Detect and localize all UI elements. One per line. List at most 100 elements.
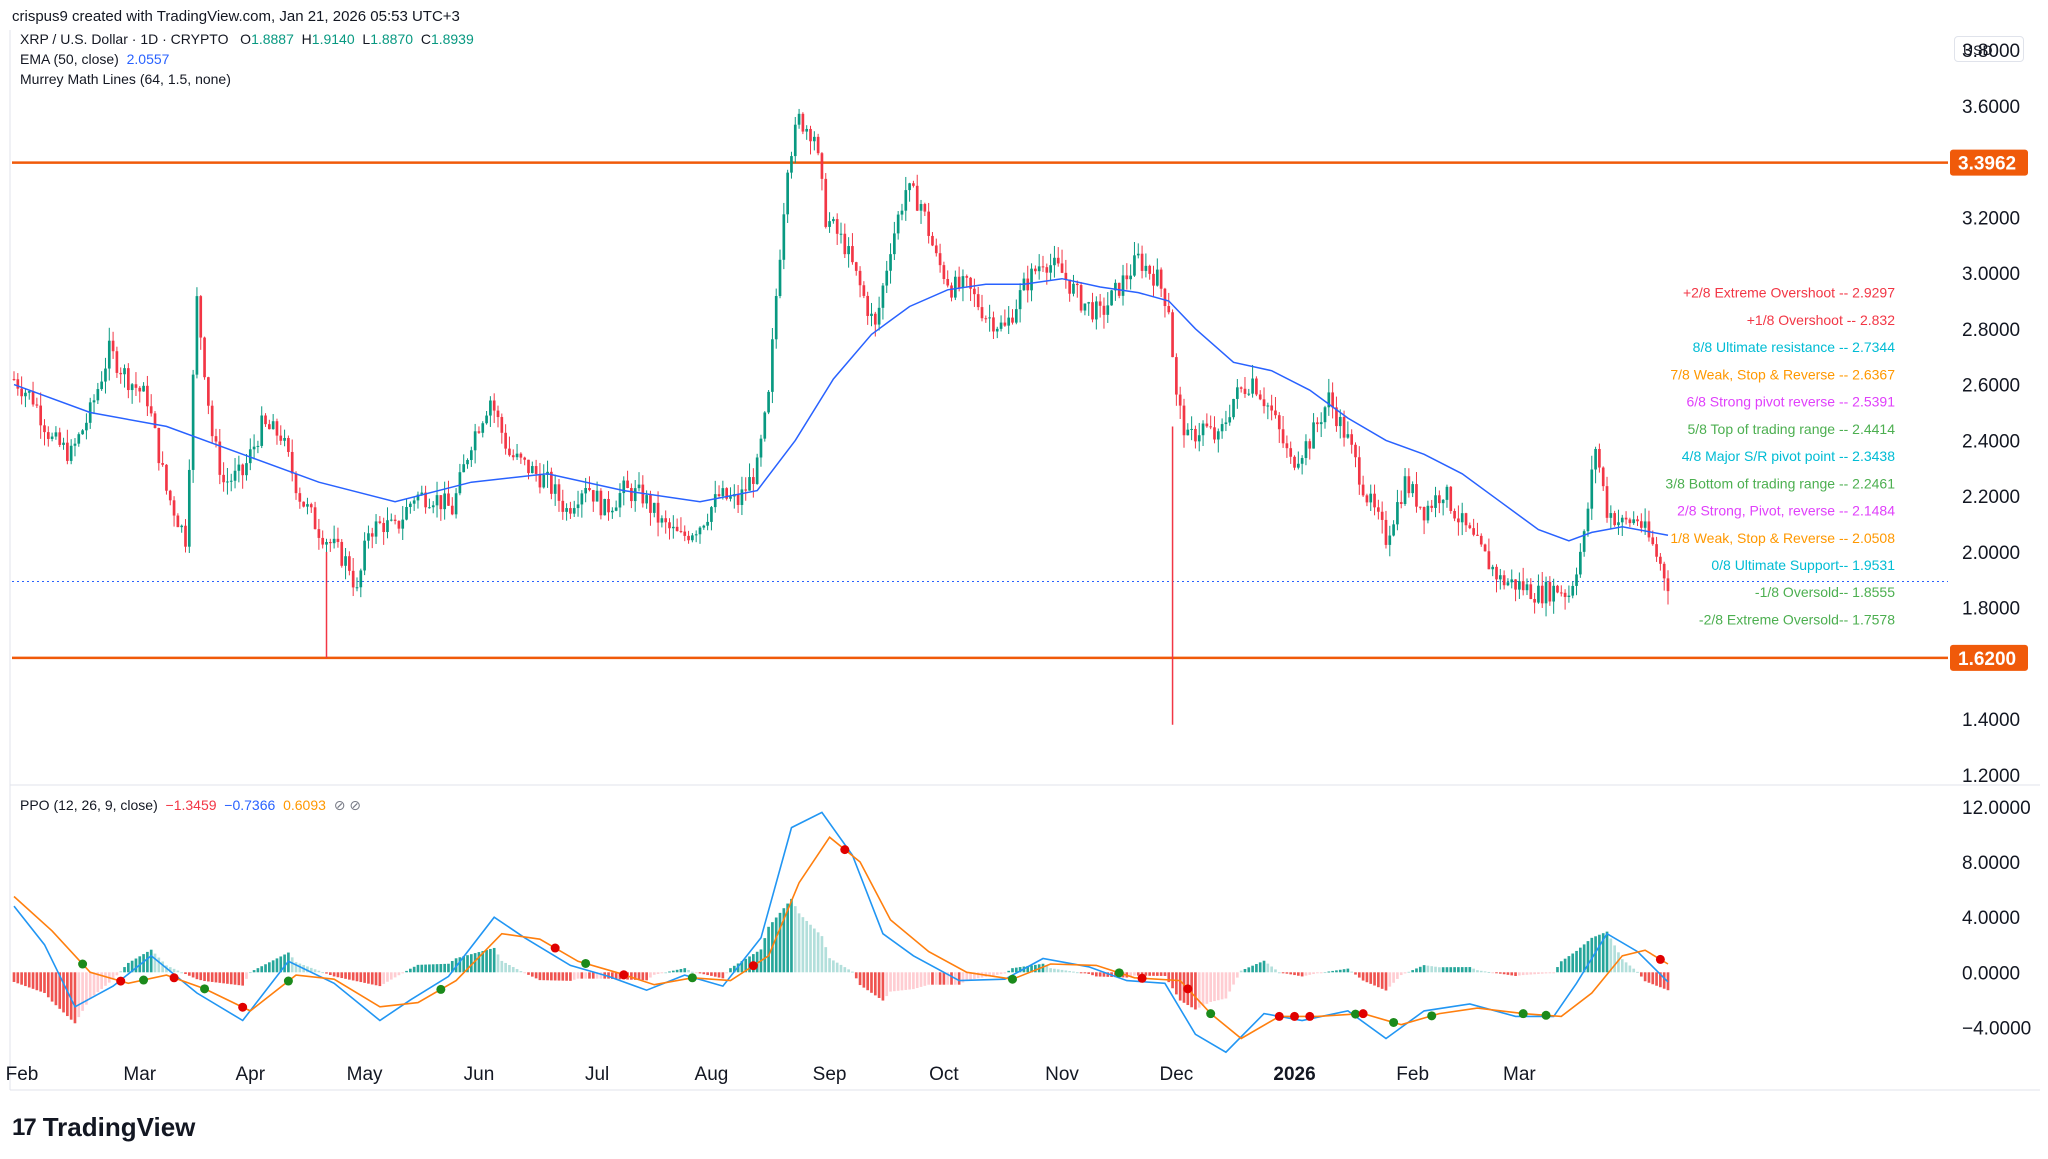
- currency-selector[interactable]: USD: [1954, 36, 2024, 62]
- candle-body: [1270, 405, 1273, 411]
- candle-body: [1552, 585, 1556, 602]
- tradingview-logo[interactable]: 17 TradingView: [12, 1112, 195, 1143]
- ppo-histogram-bar: [683, 968, 687, 973]
- candle-body: [1068, 279, 1071, 294]
- candle-body: [1415, 484, 1418, 507]
- ppo-histogram-bar: [1407, 971, 1411, 973]
- ppo-histogram-bar: [569, 972, 572, 981]
- ppo-histogram-bar: [1102, 972, 1106, 977]
- ppo-histogram-bar: [435, 964, 439, 973]
- candle-body: [447, 493, 450, 506]
- ppo-cross-down-dot: [116, 976, 126, 986]
- candle-body: [976, 294, 980, 308]
- candle-body: [622, 480, 626, 494]
- candle-body: [1510, 579, 1514, 583]
- ppo-histogram-bar: [1266, 963, 1270, 973]
- ppo-histogram-bar: [812, 928, 816, 973]
- candle-body: [1194, 428, 1197, 442]
- ppo-histogram-bar: [184, 972, 187, 975]
- candle-body: [35, 404, 39, 406]
- candle-body: [1239, 387, 1243, 389]
- ppo-settings-icons[interactable]: ⊘ ⊘: [333, 797, 362, 813]
- symbol-legend: XRP / U.S. Dollar · 1D · CRYPTO O1.8887 …: [20, 31, 474, 47]
- ppo-legend[interactable]: PPO (12, 26, 9, close) −1.3459 −0.7366 0…: [20, 797, 361, 814]
- ppo-histogram-bar: [111, 972, 115, 980]
- price-tick-label: 1.2000: [1962, 766, 2020, 787]
- ppo-histogram-bar: [104, 972, 107, 986]
- ppo-histogram-bar: [100, 972, 103, 989]
- ppo-histogram-bar: [92, 972, 96, 996]
- ppo-histogram-bar: [858, 972, 862, 986]
- candle-body: [27, 391, 31, 393]
- ppo-histogram-bar: [793, 906, 797, 973]
- ppo-histogram-bar: [1056, 969, 1060, 973]
- candle-body: [1133, 255, 1136, 276]
- ppo-histogram-bar: [1167, 972, 1171, 983]
- candle-body: [386, 520, 389, 533]
- candle-body: [527, 459, 530, 474]
- ppo-histogram-bar: [1194, 972, 1197, 1010]
- ppo-histogram-bar: [767, 926, 770, 973]
- candle-body: [969, 277, 972, 289]
- candle-body: [626, 480, 629, 488]
- ema-legend[interactable]: EMA (50, close) 2.0557: [20, 51, 169, 67]
- high-value: 1.9140: [311, 31, 355, 47]
- candle-body: [1582, 531, 1586, 552]
- ppo-histogram-bar: [660, 972, 664, 974]
- price-tick-label: 2.8000: [1962, 320, 2020, 341]
- candle-body: [603, 498, 607, 516]
- candle-body: [1445, 486, 1449, 500]
- ppo-histogram-bar: [1632, 968, 1636, 973]
- ppo-histogram-bar: [1514, 972, 1517, 976]
- ppo-histogram-bar: [1357, 972, 1361, 978]
- ppo-histogram-bar: [820, 936, 824, 973]
- ppo-histogram-bar: [1628, 965, 1632, 973]
- candle-body: [1464, 513, 1468, 526]
- candle-body: [1609, 513, 1613, 518]
- ppo-histogram-bar: [367, 972, 370, 984]
- candle-body: [542, 474, 546, 488]
- candle-body: [207, 377, 210, 406]
- price-chart[interactable]: 1.20001.40001.60001.80002.00002.20002.40…: [0, 0, 2048, 1100]
- candle-body: [1647, 521, 1651, 538]
- ppo-histogram-bar: [481, 951, 485, 973]
- ppo-histogram-bar: [1483, 971, 1487, 973]
- ppo-histogram-bar: [561, 972, 565, 981]
- ppo-histogram-bar: [473, 953, 477, 973]
- candle-body: [1236, 387, 1239, 399]
- candle-body: [824, 178, 828, 227]
- ppo-histogram-bar: [130, 960, 134, 973]
- candle-body: [1430, 505, 1434, 508]
- candle-body: [534, 466, 538, 474]
- candle-body: [664, 518, 668, 523]
- candle-body: [660, 518, 664, 523]
- candle-body: [317, 529, 321, 538]
- candle-body: [1529, 584, 1533, 600]
- candle-body: [694, 534, 698, 536]
- candle-body: [1316, 422, 1319, 425]
- ppo-histogram-bar: [1030, 965, 1033, 973]
- ppo-value-1: −1.3459: [165, 797, 217, 813]
- ppo-histogram-bar: [1544, 972, 1548, 974]
- candle-body: [1083, 303, 1087, 311]
- murrey-legend[interactable]: Murrey Math Lines (64, 1.5, none): [20, 71, 231, 87]
- murrey-level-label: 4/8 Major S/R pivot point -- 2.3438: [1682, 448, 1895, 464]
- candle-body: [508, 448, 511, 456]
- candle-body: [1060, 263, 1064, 273]
- candle-body: [946, 278, 950, 286]
- candle-body: [713, 494, 717, 508]
- candle-body: [161, 463, 164, 465]
- candle-body: [1300, 458, 1304, 464]
- ppo-histogram-bar: [1529, 972, 1533, 975]
- candle-body: [1449, 486, 1453, 511]
- ppo-histogram-bar: [847, 969, 850, 973]
- candle-body: [1255, 378, 1258, 395]
- candle-body: [454, 493, 458, 515]
- ppo-histogram-bar: [405, 970, 408, 973]
- time-axis-label: Oct: [929, 1064, 959, 1085]
- tradingview-brand: TradingView: [42, 1112, 196, 1142]
- ppo-histogram-bar: [835, 962, 839, 973]
- ppo-cross-down-dot: [840, 845, 850, 855]
- candle-body: [858, 270, 862, 286]
- ppo-histogram-bar: [1476, 970, 1479, 973]
